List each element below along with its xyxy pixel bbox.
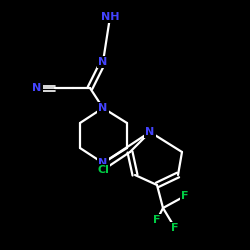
Text: F: F [153, 215, 161, 225]
Text: N: N [146, 127, 154, 137]
Text: N: N [32, 83, 42, 93]
Text: F: F [181, 191, 189, 201]
Text: N: N [98, 158, 108, 168]
Text: F: F [171, 223, 179, 233]
Text: N: N [98, 103, 108, 113]
Text: NH: NH [101, 12, 119, 22]
Text: Cl: Cl [97, 165, 109, 175]
Text: N: N [98, 57, 108, 67]
